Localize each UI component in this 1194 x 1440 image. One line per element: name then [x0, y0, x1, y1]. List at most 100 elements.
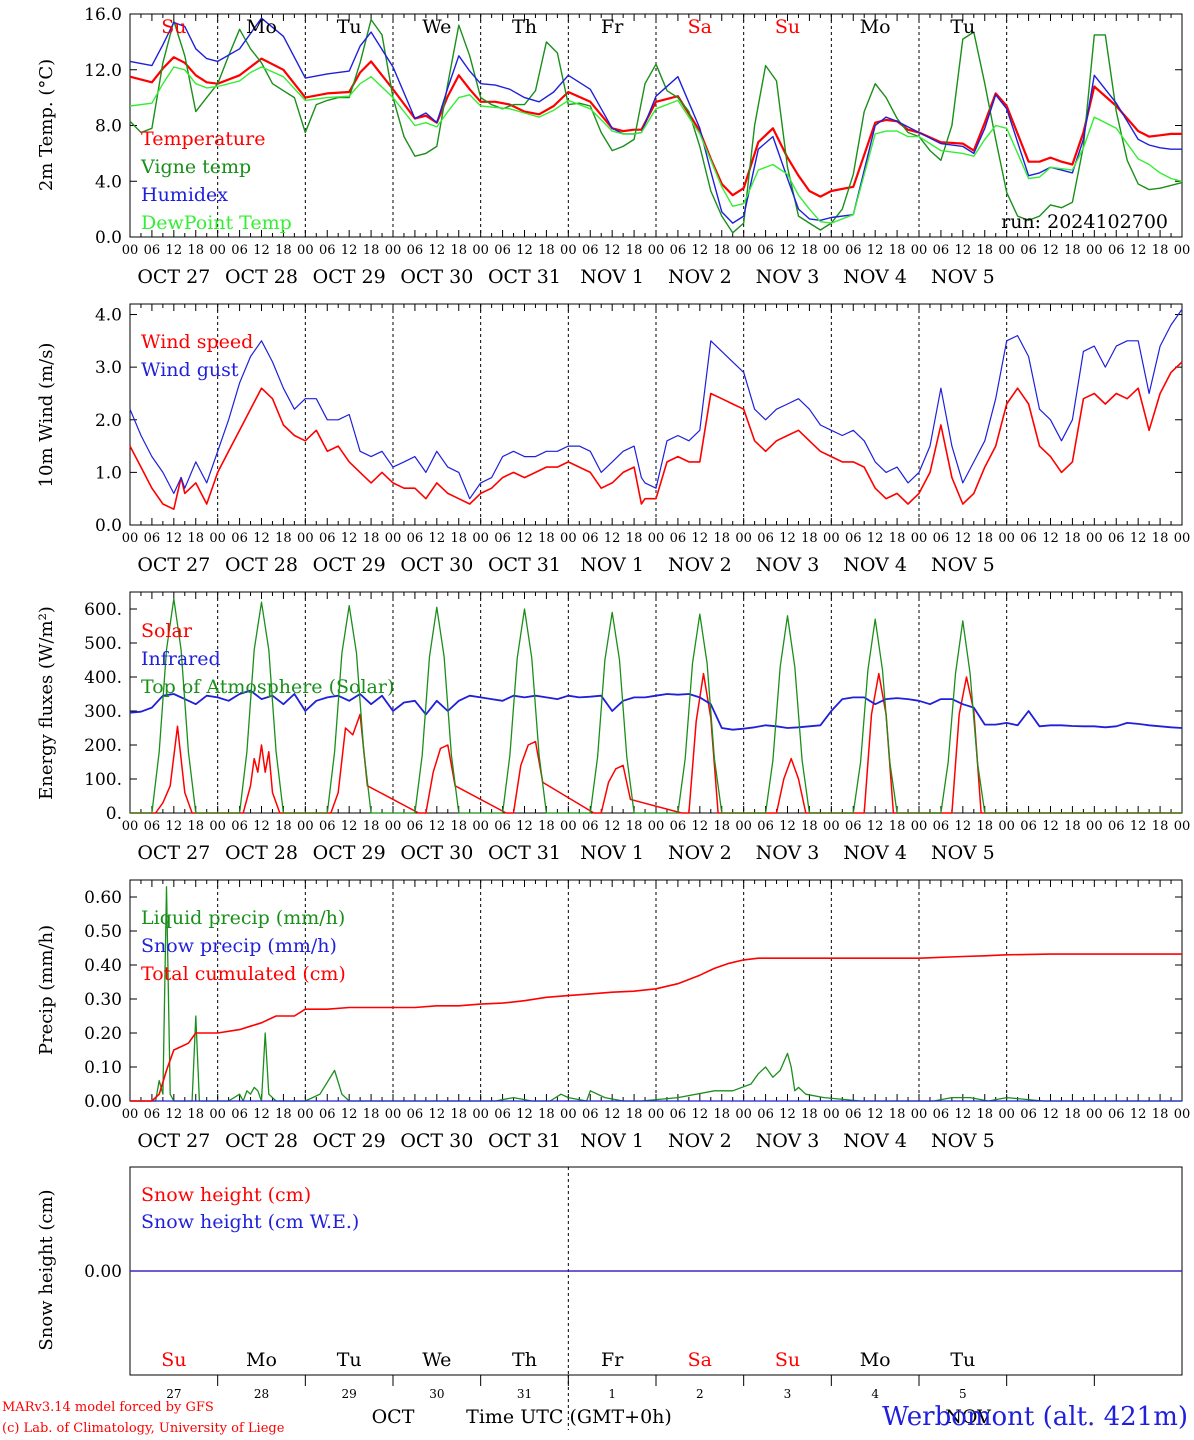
temperature-date-label: NOV 3 — [756, 266, 820, 288]
energy-hour-tick-label: 12 — [516, 819, 533, 834]
wind-hour-tick-label: 00 — [1174, 531, 1191, 546]
energy-hour-tick-label: 06 — [494, 819, 511, 834]
wind-panel: 0.0 1.0 2.0 3.0 4.0 10m Wind (m/s) Wind speed W… — [36, 303, 1191, 576]
precip-date-label: NOV 5 — [931, 1130, 995, 1152]
energy-hour-tick-label: 06 — [845, 819, 862, 834]
energy-hour-tick-label: 00 — [385, 819, 402, 834]
precip-hour-tick-label: 00 — [998, 1107, 1015, 1122]
wind-hour-tick-label: 12 — [1042, 531, 1059, 546]
temperature-date-label: OCT 30 — [400, 266, 473, 288]
temperature-hour-tick-label: 18 — [450, 243, 467, 258]
weekday-label-bottom: Tu — [337, 1349, 362, 1371]
weekday-label-bottom: Tu — [950, 1349, 975, 1371]
month-label-oct: OCT — [372, 1406, 415, 1428]
temperature-hour-tick-label: 00 — [735, 243, 752, 258]
temperature-hour-tick-label: 06 — [670, 243, 687, 258]
wind-hour-tick-label: 12 — [955, 531, 972, 546]
precip-ytick-label: 0.00 — [84, 1092, 122, 1112]
energy-hour-tick-label: 12 — [166, 819, 183, 834]
temperature-hour-tick-label: 00 — [998, 243, 1015, 258]
temperature-frame — [129, 13, 1183, 238]
temperature-hour-tick-label: 00 — [385, 243, 402, 258]
energy-hour-tick-label: 18 — [889, 819, 906, 834]
energy-hour-tick-label: 00 — [1174, 819, 1191, 834]
precip-hour-tick-label: 18 — [187, 1107, 204, 1122]
bottom-day-number: 27 — [166, 1387, 181, 1401]
temperature-hour-tick-label: 06 — [407, 243, 424, 258]
temperature-date-label: OCT 28 — [225, 266, 298, 288]
precip-hour-tick-label: 06 — [757, 1107, 774, 1122]
precip-hour-tick-label: 12 — [779, 1107, 796, 1122]
precip-hour-tick-label: 06 — [933, 1107, 950, 1122]
precip-hour-tick-label: 18 — [626, 1107, 643, 1122]
energy-date-label: OCT 29 — [313, 842, 386, 864]
wind-date-label: NOV 2 — [668, 554, 732, 576]
temperature-hour-tick-label: 18 — [538, 243, 555, 258]
precip-hour-tick-label: 00 — [911, 1107, 928, 1122]
wind-hour-tick-label: 18 — [1064, 531, 1081, 546]
precip-hour-tick-label: 06 — [1020, 1107, 1037, 1122]
weekday-label-top: Tu — [337, 16, 362, 38]
precip-panel: 0.00 0.10 0.20 0.30 0.40 0.50 0.60 Precip (mm/h… — [36, 879, 1190, 1152]
temperature-date-label: NOV 2 — [668, 266, 732, 288]
snow-panel: 0.00 Snow height (cm) Snow height (cm) Snow… — [36, 1166, 1183, 1376]
energy-ytick-label: 200. — [84, 736, 122, 756]
weekday-label-top: Su — [775, 16, 800, 38]
wind-ytick-label: 2.0 — [95, 411, 122, 431]
wind-series-wind-speed — [129, 361, 1183, 511]
temperature-legend-entry: Temperature — [141, 128, 265, 150]
energy-legend-entry: Top of Atmosphere (Solar) — [141, 676, 394, 698]
precip-date-label: NOV 4 — [843, 1130, 907, 1152]
bottom-day-number: 2 — [696, 1387, 704, 1401]
energy-hour-tick-label: 12 — [1042, 819, 1059, 834]
precip-ytick-label: 0.20 — [84, 1024, 122, 1044]
precip-hour-tick-label: 00 — [209, 1107, 226, 1122]
precip-hour-tick-label: 06 — [845, 1107, 862, 1122]
energy-date-label: OCT 31 — [488, 842, 561, 864]
precip-date-label: OCT 29 — [313, 1130, 386, 1152]
energy-ytick-label: 300. — [84, 702, 122, 722]
snow-legend-entry: Snow height (cm) — [141, 1184, 311, 1206]
energy-hour-tick-label: 12 — [429, 819, 446, 834]
precip-hour-tick-label: 00 — [560, 1107, 577, 1122]
precip-ytick-label: 0.10 — [84, 1058, 122, 1078]
precip-hour-tick-label: 06 — [231, 1107, 248, 1122]
temperature-ytick-label: 8.0 — [95, 117, 122, 137]
weekday-label-bottom: Mo — [860, 1349, 891, 1371]
wind-hour-tick-label: 00 — [209, 531, 226, 546]
energy-hour-tick-label: 00 — [209, 819, 226, 834]
temperature-date-label: OCT 27 — [137, 266, 210, 288]
energy-ytick-label: 0. — [106, 804, 122, 824]
energy-hour-tick-label: 12 — [341, 819, 358, 834]
energy-date-label: OCT 28 — [225, 842, 298, 864]
wind-hour-tick-label: 12 — [692, 531, 709, 546]
wind-hour-tick-label: 18 — [538, 531, 555, 546]
precip-hour-tick-label: 12 — [166, 1107, 183, 1122]
precip-hour-tick-label: 00 — [735, 1107, 752, 1122]
energy-legend-entry: Infrared — [141, 648, 221, 670]
wind-hour-tick-label: 18 — [363, 531, 380, 546]
temperature-hour-tick-label: 12 — [516, 243, 533, 258]
wind-hour-tick-label: 00 — [998, 531, 1015, 546]
temperature-hour-tick-label: 00 — [1086, 243, 1103, 258]
temperature-date-label: NOV 1 — [580, 266, 644, 288]
energy-hour-tick-label: 12 — [692, 819, 709, 834]
wind-date-label: OCT 27 — [137, 554, 210, 576]
energy-date-label: NOV 2 — [668, 842, 732, 864]
run-label: run: 2024102700 — [1001, 211, 1168, 233]
precip-hour-tick-label: 18 — [1064, 1107, 1081, 1122]
wind-series-wind-gust — [129, 308, 1183, 500]
energy-hour-tick-label: 00 — [297, 819, 314, 834]
wind-hour-tick-label: 00 — [385, 531, 402, 546]
month-label-nov: NOV — [945, 1406, 991, 1428]
energy-hour-tick-label: 00 — [472, 819, 489, 834]
energy-ylabel: Energy fluxes (W/m²) — [36, 606, 57, 800]
precip-hour-tick-label: 06 — [144, 1107, 161, 1122]
temperature-hour-tick-label: 12 — [166, 243, 183, 258]
temperature-hour-tick-label: 06 — [845, 243, 862, 258]
wind-ytick-label: 3.0 — [95, 358, 122, 378]
bottom-day-number: 3 — [784, 1387, 792, 1401]
wind-hour-tick-label: 12 — [166, 531, 183, 546]
precip-hour-tick-label: 06 — [494, 1107, 511, 1122]
temperature-series-dewpoint-temp — [129, 66, 1183, 224]
